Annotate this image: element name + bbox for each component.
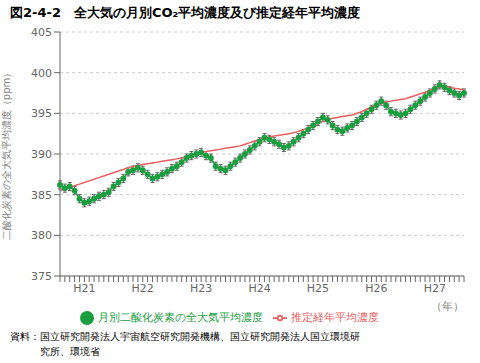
svg-text:380: 380 xyxy=(31,229,52,242)
svg-text:H27: H27 xyxy=(424,282,446,295)
svg-text:385: 385 xyxy=(31,189,52,202)
svg-text:H26: H26 xyxy=(365,282,387,295)
svg-text:（年）: （年） xyxy=(431,300,464,313)
svg-text:H21: H21 xyxy=(73,282,95,295)
html-text:究所、環境省: 究所、環境省 xyxy=(10,346,100,357)
svg-text:H25: H25 xyxy=(307,282,329,295)
svg-text:二酸化炭素の全大気平均濃度（ppm）: 二酸化炭素の全大気平均濃度（ppm） xyxy=(8,68,12,240)
html-text:月別二酸化炭素の全大気平均濃度: 月別二酸化炭素の全大気平均濃度 xyxy=(97,311,263,324)
svg-text:H24: H24 xyxy=(248,282,270,295)
html-text:資料：国立研究開発法人宇宙航空研究開発機構、国立研究開発法人: 資料：国立研究開発法人宇宙航空研究開発機構、国立研究開発法人国立環境研 xyxy=(10,331,360,342)
html-text:推定経年平均濃度: 推定経年平均濃度 xyxy=(290,311,379,324)
html-text:図2-4-2 全大気の月別CO₂平均濃度及び推定経年平均濃度: 図2-4-2 全大気の月別CO₂平均濃度及び推定経年平均濃度 xyxy=(10,5,361,20)
svg-text:390: 390 xyxy=(31,148,52,161)
svg-text:H23: H23 xyxy=(190,282,212,295)
svg-text:375: 375 xyxy=(31,270,52,283)
svg-text:405: 405 xyxy=(31,26,52,39)
svg-text:400: 400 xyxy=(31,67,52,80)
svg-text:395: 395 xyxy=(31,107,52,120)
svg-text:H22: H22 xyxy=(132,282,154,295)
